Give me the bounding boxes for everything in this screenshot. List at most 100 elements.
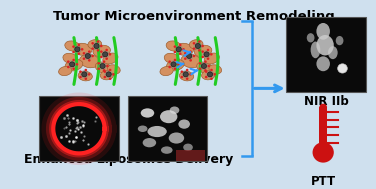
Circle shape: [174, 45, 183, 53]
Circle shape: [174, 59, 176, 61]
Circle shape: [319, 104, 327, 111]
Circle shape: [75, 47, 80, 52]
Circle shape: [201, 45, 204, 47]
Circle shape: [205, 70, 208, 73]
Circle shape: [198, 49, 201, 52]
Ellipse shape: [197, 62, 213, 73]
Circle shape: [109, 69, 111, 71]
Circle shape: [186, 53, 192, 59]
Circle shape: [184, 57, 186, 60]
Ellipse shape: [167, 59, 184, 71]
Bar: [319, 107, 327, 147]
Circle shape: [81, 48, 83, 51]
Ellipse shape: [328, 46, 338, 59]
Ellipse shape: [336, 36, 343, 45]
Text: Tumor Microenvironment Remodeling: Tumor Microenvironment Remodeling: [53, 10, 335, 23]
Ellipse shape: [317, 35, 334, 55]
Circle shape: [190, 59, 192, 62]
Text: PTT: PTT: [311, 175, 336, 188]
Circle shape: [199, 62, 202, 65]
Bar: [287, 17, 365, 92]
Circle shape: [77, 44, 80, 46]
Circle shape: [168, 60, 171, 63]
Circle shape: [67, 66, 70, 68]
Circle shape: [195, 43, 200, 49]
Bar: [176, 150, 205, 161]
Ellipse shape: [160, 110, 177, 123]
Circle shape: [103, 69, 105, 72]
Circle shape: [103, 60, 105, 63]
Circle shape: [105, 49, 108, 51]
Circle shape: [208, 72, 213, 77]
Circle shape: [207, 49, 209, 51]
Circle shape: [208, 65, 210, 67]
Circle shape: [181, 70, 190, 79]
Ellipse shape: [183, 144, 193, 151]
Circle shape: [180, 70, 183, 73]
Circle shape: [80, 70, 89, 79]
Circle shape: [190, 50, 192, 53]
Circle shape: [83, 52, 85, 55]
Circle shape: [186, 77, 188, 80]
Circle shape: [94, 43, 99, 49]
Circle shape: [91, 42, 94, 45]
Circle shape: [206, 70, 214, 79]
Circle shape: [210, 77, 213, 80]
Ellipse shape: [178, 119, 190, 129]
Bar: [128, 96, 207, 161]
Ellipse shape: [96, 62, 112, 73]
Circle shape: [204, 60, 207, 63]
Circle shape: [88, 73, 90, 76]
Ellipse shape: [311, 42, 320, 58]
Circle shape: [198, 40, 201, 43]
Circle shape: [193, 47, 195, 50]
Circle shape: [189, 73, 192, 76]
Circle shape: [100, 56, 103, 58]
Circle shape: [76, 63, 78, 66]
Circle shape: [105, 57, 108, 60]
Circle shape: [200, 62, 208, 70]
Circle shape: [106, 65, 109, 67]
Circle shape: [101, 50, 109, 59]
Ellipse shape: [164, 53, 179, 64]
Circle shape: [179, 52, 182, 55]
Circle shape: [103, 52, 108, 57]
Text: NIR IIb: NIR IIb: [304, 95, 349, 108]
Ellipse shape: [209, 65, 221, 74]
Ellipse shape: [100, 71, 114, 80]
Circle shape: [77, 52, 80, 55]
Ellipse shape: [147, 126, 167, 137]
Circle shape: [97, 40, 99, 43]
Ellipse shape: [181, 54, 201, 68]
Circle shape: [79, 76, 82, 78]
Ellipse shape: [80, 54, 100, 68]
Circle shape: [199, 67, 202, 70]
Ellipse shape: [93, 45, 111, 57]
Circle shape: [338, 64, 347, 73]
Circle shape: [85, 69, 87, 71]
Circle shape: [194, 42, 202, 50]
Ellipse shape: [202, 71, 215, 80]
Circle shape: [72, 67, 75, 70]
Ellipse shape: [65, 41, 80, 51]
Circle shape: [97, 67, 100, 70]
Circle shape: [97, 49, 99, 52]
Circle shape: [186, 69, 188, 71]
Circle shape: [184, 52, 186, 55]
Ellipse shape: [103, 53, 118, 64]
Bar: [39, 96, 118, 161]
Circle shape: [202, 50, 211, 59]
Circle shape: [171, 62, 176, 67]
Circle shape: [68, 60, 77, 69]
Ellipse shape: [88, 40, 102, 49]
Circle shape: [210, 53, 213, 56]
Ellipse shape: [65, 59, 83, 71]
Ellipse shape: [204, 53, 219, 64]
Ellipse shape: [170, 106, 179, 114]
Circle shape: [79, 70, 82, 73]
Ellipse shape: [160, 66, 173, 76]
Ellipse shape: [317, 56, 330, 71]
Circle shape: [85, 53, 90, 59]
Circle shape: [91, 55, 94, 57]
Circle shape: [109, 77, 111, 80]
